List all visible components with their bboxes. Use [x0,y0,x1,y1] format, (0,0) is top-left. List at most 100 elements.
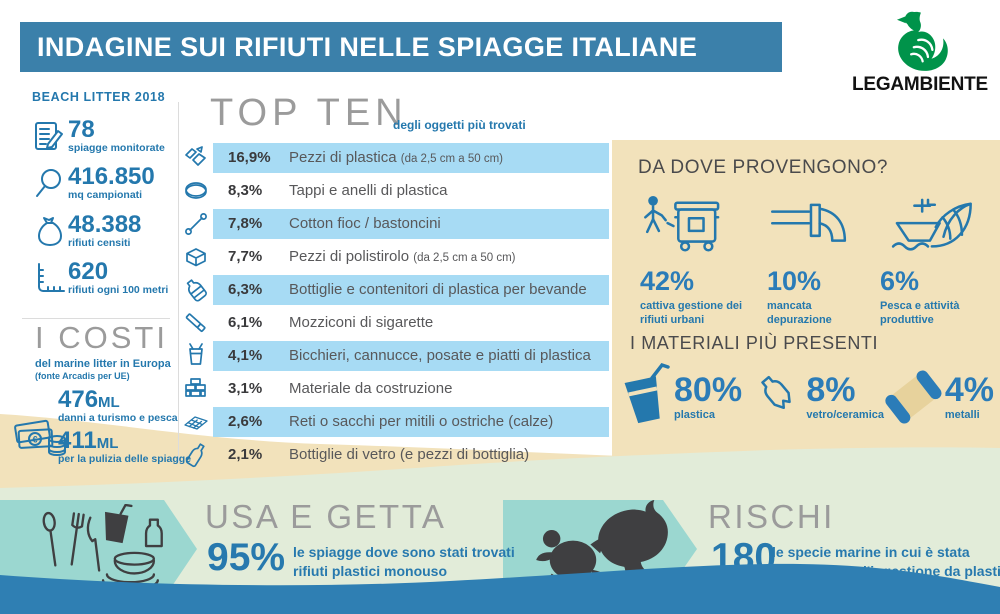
urban-waste-icon [644,195,720,252]
row-label: Materiale da costruzione [289,380,453,397]
materials-item: 4% metalli [884,362,994,432]
top-ten-list: 16,9% Pezzi di plastica (da 2,5 cm a 50 … [183,143,609,473]
stat-value: 78 [68,116,95,143]
row-label: Pezzi di plastica (da 2,5 cm a 50 cm) [289,149,503,166]
provenance-percent: 42% [640,266,695,296]
top-ten-row: 7,7% Pezzi di polistirolo (da 2,5 cm a 5… [183,242,609,272]
net-icon [184,416,208,430]
costs-section: I COSTI del marine litter in Europa (fon… [35,320,195,469]
top-ten-row: 2,1% Bottiglie di vetro (e pezzi di bott… [183,440,609,470]
provenance-percent: 10% [767,266,822,296]
row-percent: 2,1% [228,446,263,463]
provenance-row: 42% cattiva gestione dei rifiuti urbani … [640,188,992,328]
row-percent: 6,1% [228,314,263,331]
materials-row: 80% plastica 8% vetro/ceramica 4% metall… [622,362,994,432]
glass-bottle-icon [185,443,205,468]
cost-value: 411ML [58,426,119,454]
usa-e-getta-value: 95% [207,536,286,579]
top-ten-row: 7,8% Cotton fioc / bastoncini [183,209,609,239]
top-ten-row: 8,3% Tappi e anelli di plastica [183,176,609,206]
row-percent: 2,6% [228,413,263,430]
materials-item: 8% vetro/ceramica [758,362,884,432]
row-percent: 6,3% [228,281,263,298]
stat-value: 620 [68,257,109,285]
row-percent: 4,1% [228,347,263,364]
stat-row: 620 rifiuti ogni 100 metri [32,259,182,296]
top-ten-subtitle: degli oggetti più trovati [393,118,526,132]
top-ten-row: 3,1% Materiale da costruzione [183,374,609,404]
dolphin-silhouette [598,500,668,582]
stat-row: 48.388 rifiuti censiti [32,210,182,249]
provenance-item: 10% mancata depurazione [767,188,880,328]
usa-e-getta-arrow [0,500,197,598]
logo-wordmark: LEGAMBIENTE [851,74,989,95]
sewage-pipe-icon [771,203,847,242]
row-label: Tappi e anelli di plastica [289,182,448,199]
page-title: INDAGINE SUI RIFIUTI NELLE SPIAGGE ITALI… [37,31,698,62]
plastic-pieces-icon [185,146,206,166]
fishing-boat-icon [891,198,972,251]
stat-label: spiagge monitorate [68,142,165,155]
usa-e-getta-desc: le spiagge dove sono stati trovati rifiu… [293,544,515,579]
materials-percent: 8% [806,371,856,409]
stat-label: rifiuti ogni 100 metri [68,283,169,296]
stat-label: mq campionati [68,189,143,202]
broken-bottle-icon [761,375,791,410]
beach-litter-section: BEACH LITTER 2018 78 spiagge monitorate … [32,90,182,306]
row-percent: 3,1% [228,380,263,397]
cotton-swab-icon [185,213,207,235]
row-label: Cotton fioc / bastoncini [289,215,441,232]
row-label: Bottiglie e contenitori di plastica per … [289,281,587,298]
trash-bag-icon [38,216,62,246]
money-icon: € [14,419,66,456]
svg-text:€: € [32,435,37,445]
plastic-cup-filled-icon [624,362,670,424]
top-ten-row: 6,1% Mozziconi di sigarette [183,308,609,338]
horizontal-divider [22,318,170,319]
top-ten-title: TOP TEN [210,92,408,134]
top-ten-row: 16,9% Pezzi di plastica (da 2,5 cm a 50 … [183,143,609,173]
materials-label: vetro/ceramica [806,409,884,421]
vertical-divider [178,102,179,462]
cigarette-icon [185,313,206,332]
provenance-percent: 6% [880,266,920,296]
rischi-title: RISCHI [708,498,835,535]
stat-label: rifiuti censiti [68,236,131,249]
costs-source: (fonte Arcadis per UE) [35,370,130,381]
usa-e-getta-title: USA E GETTA [205,498,447,535]
row-label: Bottiglie di vetro (e pezzi di bottiglia… [289,446,530,463]
cost-label: danni a turismo e pesca [58,411,178,424]
magnifier-icon [36,169,61,198]
bricks-icon [185,378,206,397]
materials-percent: 4% [944,371,994,409]
header-banner: INDAGINE SUI RIFIUTI NELLE SPIAGGE ITALI… [20,22,782,72]
swan-icon [896,11,948,71]
top-ten-row: 6,3% Bottiglie e contenitori di plastica… [183,275,609,305]
provenance-label: mancata depurazione [767,300,832,327]
plastic-bottle-icon [186,279,207,302]
row-percent: 16,9% [228,149,271,166]
plastic-cup-icon [189,343,203,365]
disposable-tableware-icon [42,504,163,591]
stat-row: 78 spiagge monitorate [32,117,182,154]
top-ten-row: 4,1% Bicchieri, cannucce, posate e piatt… [183,341,609,371]
checklist-icon [35,122,63,150]
row-label: Mozziconi di sigarette [289,314,434,331]
top-ten-row: 2,6% Reti o sacchi per mitili o ostriche… [183,407,609,437]
stat-row: 416.850 mq campionati [32,164,182,201]
row-label: Bicchieri, cannucce, posate e piatti di … [289,347,591,364]
legambiente-logo: LEGAMBIENTE [842,8,998,96]
provenance-item: 6% Pesca e attività produttive [880,188,992,328]
provenance-item: 42% cattiva gestione dei rifiuti urbani [640,188,767,328]
provenance-panel [612,140,1000,485]
sea-wave [0,563,1000,614]
costs-title: I COSTI [35,320,168,355]
materials-item: 80% plastica [622,362,758,432]
beach-litter-title: BEACH LITTER 2018 [32,90,166,104]
row-label: Pezzi di polistirolo (da 2,5 cm a 50 cm) [289,248,516,265]
cost-value: 476ML [58,385,120,413]
materials-title: I MATERIALI PIÙ PRESENTI [630,333,879,353]
polystyrene-icon [186,248,206,267]
stat-value: 416.850 [68,163,155,191]
stat-value: 48.388 [68,210,142,238]
